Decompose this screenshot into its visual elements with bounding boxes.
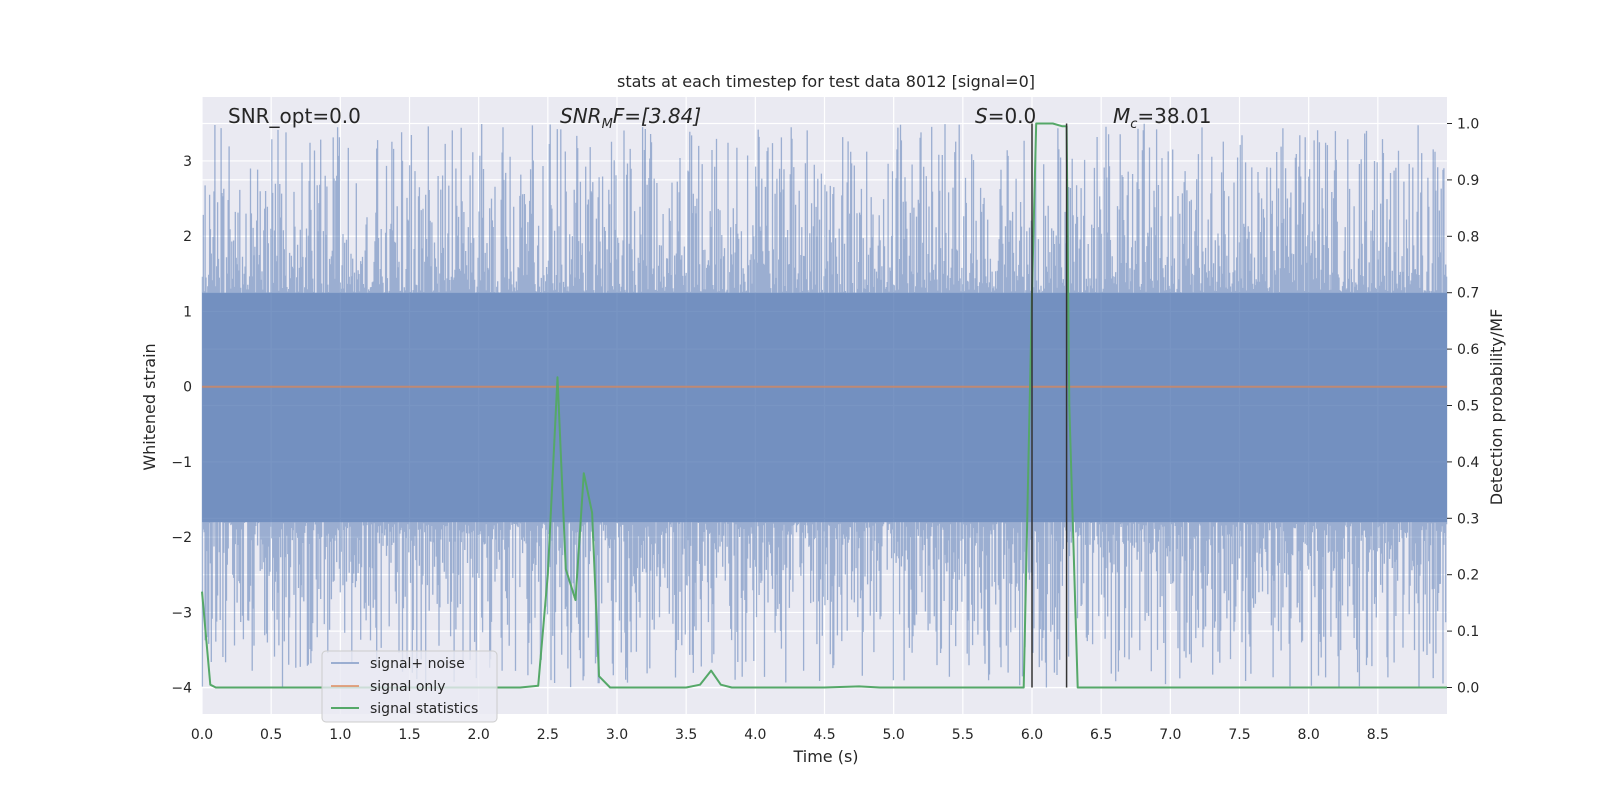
y-tick-label: −4 xyxy=(171,681,192,697)
x-tick-label: 2.5 xyxy=(537,727,559,743)
x-tick-label: 4.0 xyxy=(744,727,766,743)
x-tick-label: 3.5 xyxy=(675,727,697,743)
y2-tick-label: 0.7 xyxy=(1457,286,1479,302)
vertical-markers xyxy=(1031,123,1068,688)
x-tick-label: 5.5 xyxy=(952,727,974,743)
annotation-s: S=0.0 xyxy=(975,104,1036,128)
y-axis-label: Whitened strain xyxy=(140,343,159,470)
y2-tick-label: 0.9 xyxy=(1457,173,1479,189)
x-tick-label: 8.5 xyxy=(1367,727,1389,743)
x-tick-label: 1.0 xyxy=(329,727,351,743)
legend-label-signal-statistics: signal statistics xyxy=(370,701,478,717)
y2-axis-label: Detection probability/MF xyxy=(1487,309,1506,506)
y-tick-label: 0 xyxy=(183,380,192,396)
x-tick-label: 4.5 xyxy=(813,727,835,743)
y-tick-label: −3 xyxy=(171,605,192,621)
x-axis-label: Time (s) xyxy=(792,747,858,766)
y-tick-label: −1 xyxy=(171,455,192,471)
y2-tick-label: 0.0 xyxy=(1457,680,1479,696)
x-tick-label: 3.0 xyxy=(606,727,628,743)
x-tick-label: 0.5 xyxy=(260,727,282,743)
y2-tick-label: 0.5 xyxy=(1457,399,1479,415)
y2-tick-label: 0.8 xyxy=(1457,229,1479,245)
series-signal-noise xyxy=(201,123,1448,688)
y-tick-label: 2 xyxy=(183,229,192,245)
chart-title: stats at each timestep for test data 801… xyxy=(617,72,1035,91)
annotation-mc: Mc=38.01 xyxy=(1113,104,1211,132)
annotation-snr-opt: SNR_opt=0.0 xyxy=(228,104,361,128)
x-tick-label: 5.0 xyxy=(883,727,905,743)
annotation-snr-mf: SNRMF=[3.84] xyxy=(560,104,701,132)
y-tick-label: 3 xyxy=(183,154,192,170)
x-tick-label: 0.0 xyxy=(191,727,213,743)
y2-tick-label: 0.2 xyxy=(1457,568,1479,584)
legend: signal+ noise signal only signal statist… xyxy=(321,650,498,723)
y2-tick-label: 0.6 xyxy=(1457,342,1479,358)
y2-tick-label: 0.3 xyxy=(1457,511,1479,527)
legend-label-signal-only: signal only xyxy=(370,679,445,695)
x-tick-label: 2.0 xyxy=(468,727,490,743)
x-tick-label: 6.5 xyxy=(1090,727,1112,743)
axis-ticks: 0.0 0.5 1.0 1.5 2.0 2.5 3.0 3.5 4.0 4.5 5.0 5.5 6.0 6… xyxy=(171,117,1479,743)
legend-box xyxy=(321,650,498,723)
x-tick-label: 8.0 xyxy=(1298,727,1320,743)
legend-label-signal-noise: signal+ noise xyxy=(370,656,465,672)
x-tick-label: 7.5 xyxy=(1228,727,1250,743)
x-tick-label: 1.5 xyxy=(398,727,420,743)
x-tick-label: 7.0 xyxy=(1159,727,1181,743)
y2-tick-label: 1.0 xyxy=(1457,117,1479,133)
y2-tick-label: 0.1 xyxy=(1457,624,1479,640)
x-tick-label: 6.0 xyxy=(1021,727,1043,743)
y2-tick-label: 0.4 xyxy=(1457,455,1479,471)
y-tick-label: −2 xyxy=(171,530,192,546)
y-tick-label: 1 xyxy=(183,304,192,320)
